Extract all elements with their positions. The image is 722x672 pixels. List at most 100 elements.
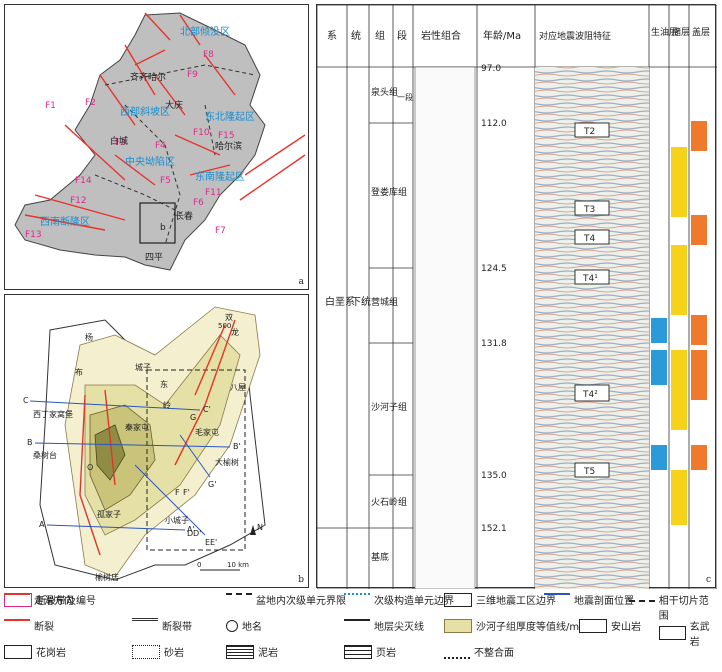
region-label: 西南断隆区 [40, 215, 90, 228]
region-label: 东北隆起区 [205, 110, 255, 123]
fault-label: F15 [218, 131, 235, 141]
legend-item: 三维地震工区边界 [444, 592, 556, 607]
panel-a-basin-map: F1 F2 F3 F4 F5 F6 F7 F8 F9 F10 F11 F12 F… [4, 4, 309, 290]
legend-item: 地震剖面位置 [544, 592, 634, 607]
north-label: N [257, 523, 263, 532]
panel-b-study-area-map: C C' B B' A A' D D' E E' F F' G G' O 杨 城… [4, 294, 309, 588]
section-label: C' [203, 405, 211, 414]
section-label: E' [210, 538, 217, 547]
legend-label: 盆地内次级单元界限 [256, 596, 346, 607]
region-label: 西部斜坡区 [120, 105, 170, 118]
system-label: 白垩系 [325, 295, 355, 308]
fault-label: F4 [155, 141, 166, 151]
legend: 断裂带及编号 走滑方向 盆地内次级单元界限 次级构造单元边界 三维地震工区边界 … [4, 592, 718, 670]
place-name: 大榆树 [215, 457, 239, 467]
section-label: E [205, 538, 210, 547]
legend-label: 地名 [242, 622, 262, 633]
fault-label: F13 [25, 230, 42, 240]
place-name: 龙 [231, 327, 239, 337]
age-labels: 97.0 112.0 124.5 131.8 135.0 152.1 [481, 64, 507, 534]
formation-labels: 泉头组 登娄库组 营城组 沙河子组 火石岭组 基底 [371, 86, 407, 563]
section-label: B [27, 438, 33, 447]
study-area-svg: C C' B B' A A' D D' E E' F F' G G' O 杨 城… [23, 306, 266, 582]
legend-label: 页岩 [376, 648, 396, 659]
section-label: G' [208, 480, 216, 489]
legend-label: 地层尖灭线 [374, 622, 424, 633]
box-label: b [160, 223, 166, 233]
place-labels: 杨 城子 东 岭 西丁家窝堡 桑树台 孤家子 小城子 大榆树 八屋 毛家屯 秦家… [33, 313, 246, 582]
header: 盖层 [692, 26, 710, 38]
fault-label: F11 [205, 188, 222, 198]
header: 年龄/Ma [483, 29, 521, 42]
region-label: 北部倾没区 [180, 25, 230, 38]
legend-item: 走滑方向 [4, 592, 74, 607]
header: 储层 [672, 26, 690, 38]
basin-map-svg: F1 F2 F3 F4 F5 F6 F7 F8 F9 F10 F11 F12 F… [14, 12, 306, 271]
place-name: 榆树店 [95, 572, 119, 582]
place-name: 孤家子 [97, 509, 121, 519]
age: 124.5 [481, 264, 507, 274]
legend-item: 相干切片范围 [629, 592, 718, 622]
legend-item: 断裂带 [132, 618, 192, 633]
place-name: 小城子 [165, 516, 189, 525]
section-label: F [175, 488, 180, 497]
age: 152.1 [481, 524, 507, 534]
panel-c-stratigraphic-column: 系 统 组 段 岩性组合 年龄/Ma 对应地震波阻特征 生油层 储层 盖层 白垩… [316, 4, 718, 590]
reflector: T4 [583, 234, 595, 244]
place-name: 秦家屯 [125, 422, 149, 432]
fault-label: F3 [115, 138, 126, 148]
header: 系 [327, 30, 337, 42]
place-name: 毛家屯 [195, 427, 219, 437]
formation: 沙河子组 [371, 401, 407, 413]
place-name: 东 [160, 379, 168, 389]
fault-label: F7 [215, 226, 226, 236]
place-name: 大庆 [165, 99, 183, 111]
seismic-section [535, 67, 649, 589]
place-name: 布 [75, 367, 83, 377]
age: 135.0 [481, 471, 507, 481]
stratigraphic-svg: 系 统 组 段 岩性组合 年龄/Ma 对应地震波阻特征 生油层 储层 盖层 白垩… [316, 4, 718, 590]
legend-item: 断裂 [4, 618, 54, 633]
legend-item: 地层尖灭线 [344, 618, 424, 633]
age: 131.8 [481, 339, 507, 349]
place-name: 长春 [175, 210, 193, 222]
legend-item: 砂岩 [132, 644, 184, 659]
scale-bar: 0 10 km [197, 561, 249, 571]
fault-label: F5 [160, 176, 171, 186]
formation: 营城组 [371, 296, 398, 308]
section-label: O [87, 463, 93, 472]
place-name: 双 [225, 313, 233, 322]
fault-label: F8 [203, 50, 214, 60]
panel-tag: b [298, 575, 304, 585]
place-name: 杨 [85, 332, 93, 342]
legend-item: 不整合面 [444, 644, 514, 659]
basin-outline [14, 12, 266, 271]
legend-item: 次级构造单元边界 [344, 592, 454, 607]
source-reservoir-seal-bars [651, 121, 707, 525]
place-labels: 齐齐哈尔 大庆 白城 哈尔滨 长春 四平 [110, 71, 242, 263]
legend-label: 三维地震工区边界 [476, 596, 556, 607]
reflector: T5 [583, 467, 595, 477]
age: 112.0 [481, 119, 507, 129]
member-label: 一段 [397, 92, 413, 102]
panel-tag: a [298, 277, 304, 287]
header: 对应地震波阻特征 [539, 30, 611, 42]
fault-label: F1 [45, 101, 56, 111]
north-arrow: N [250, 523, 263, 535]
reflector-boxes [574, 122, 610, 478]
place-name: 白城 [110, 135, 128, 147]
legend-item: 页岩 [344, 644, 396, 659]
reflector: T4² [582, 390, 598, 400]
legend-item: 盆地内次级单元界限 [226, 592, 346, 607]
reflector: T4¹ [582, 274, 598, 284]
fault-label: F6 [193, 198, 204, 208]
thickness-zone-4 [94, 424, 126, 481]
fault-labels: F1 F2 F3 F4 F5 F6 F7 F8 F9 F10 F11 F12 F… [25, 50, 235, 240]
legend-item: 地名 [226, 618, 262, 633]
place-name: 西丁家窝堡 [33, 409, 73, 419]
section-label: D' [193, 529, 201, 538]
header: 组 [375, 29, 385, 42]
region-label: 东南隆起区 [195, 170, 245, 183]
contour-label: 500 [218, 322, 231, 330]
